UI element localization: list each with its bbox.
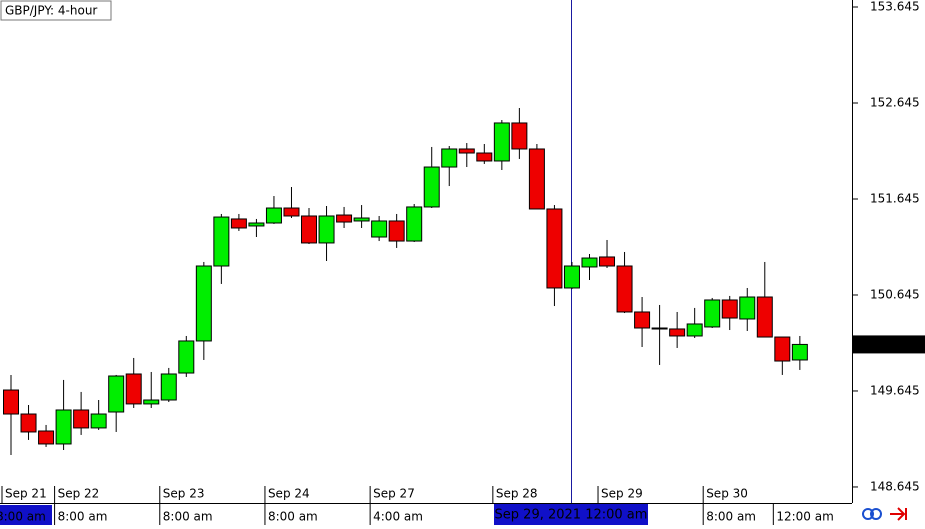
candle-body <box>160 373 177 401</box>
candle-body <box>616 265 633 313</box>
x-time-label: 12:00 am <box>776 510 833 524</box>
plot-area <box>3 0 808 503</box>
crosshair-label: Sep 29, 2021 12:00 am <box>495 508 648 523</box>
link-icon[interactable] <box>862 508 874 520</box>
candle-body <box>458 148 475 154</box>
x-date-label: Sep 22 <box>58 487 100 501</box>
x-date-label: Sep 21 <box>5 487 47 501</box>
candle-body <box>125 373 142 405</box>
y-tick-label: 149.645 <box>870 383 920 397</box>
last-price-box <box>853 335 925 354</box>
candle-body <box>581 257 598 268</box>
candle-body <box>704 299 721 328</box>
candle-body <box>476 152 493 162</box>
candle-body <box>423 166 440 208</box>
candle-body <box>143 399 160 405</box>
x-date-label: Sep 23 <box>163 487 205 501</box>
candle-body <box>195 265 212 342</box>
candle-body <box>73 409 90 429</box>
candle-body <box>721 299 738 319</box>
y-tick-label: 148.645 <box>870 479 920 493</box>
candle-body <box>546 208 563 289</box>
x-date-label: Sep 30 <box>706 487 748 501</box>
candle-body <box>230 218 247 229</box>
x-time-label: 4:00 am <box>373 510 423 524</box>
link-icon-part <box>870 508 882 520</box>
y-tick-label: 152.645 <box>870 95 920 109</box>
x-date-label: Sep 24 <box>268 487 310 501</box>
candle-body <box>791 343 808 361</box>
y-tick-label: 153.645 <box>870 0 920 14</box>
x-time-label: 8:00 am <box>706 510 756 524</box>
x-time-label: 8:00 am <box>58 510 108 524</box>
candle-body <box>3 389 19 415</box>
time-highlight <box>0 505 52 525</box>
candle-body <box>336 214 353 223</box>
candle-body <box>651 327 668 330</box>
candle-body <box>563 265 580 289</box>
candle-body <box>38 430 55 445</box>
chart-title: GBP/JPY: 4-hour <box>5 4 97 18</box>
x-date-label: Sep 27 <box>373 487 415 501</box>
candle-body <box>301 215 318 244</box>
toolbar-icons[interactable] <box>862 507 907 521</box>
candle-body <box>318 215 335 244</box>
x-time-label: 8:00 am <box>0 510 46 524</box>
candle-body <box>669 328 686 337</box>
x-time-label: 8:00 am <box>268 510 318 524</box>
candle-body <box>774 336 791 362</box>
candle-body <box>283 207 300 217</box>
candle-body <box>599 256 616 267</box>
y-tick-label: 150.645 <box>870 287 920 301</box>
candle-body <box>55 409 72 445</box>
candle-body <box>406 206 423 242</box>
candle-body <box>634 311 651 329</box>
scroll-end-icon[interactable] <box>890 507 907 521</box>
x-time-label: 8:00 am <box>163 510 213 524</box>
candle-body <box>493 122 510 162</box>
candle-body <box>213 216 230 267</box>
candle-body <box>686 323 703 337</box>
x-date-label: Sep 28 <box>496 487 538 501</box>
candle-body <box>511 122 528 150</box>
candle-body <box>265 207 282 224</box>
candle-body <box>739 296 756 320</box>
candle-body <box>248 222 265 227</box>
candle-body <box>756 296 773 338</box>
last-price-label: 150.130 <box>872 337 922 351</box>
candle-body <box>108 375 125 413</box>
candle-body <box>441 148 458 168</box>
candle-body <box>388 220 405 242</box>
candle-body <box>178 340 195 374</box>
crosshair-label-box <box>494 504 648 525</box>
x-date-label: Sep 29 <box>601 487 643 501</box>
candle-body <box>371 220 388 238</box>
candle-body <box>90 413 107 429</box>
y-tick-label: 151.645 <box>870 191 920 205</box>
candle-body <box>528 148 545 210</box>
title-box <box>0 0 112 21</box>
candle-body <box>353 217 370 222</box>
candle-body <box>20 413 37 433</box>
